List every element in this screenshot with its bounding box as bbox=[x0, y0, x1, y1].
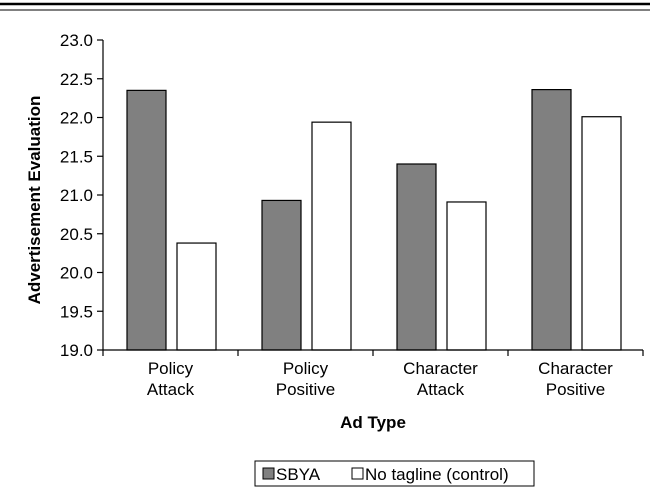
x-ticks-group: Policy Attack Policy Positive Character Attac… bbox=[102, 350, 644, 399]
bar-sbya-1 bbox=[261, 199, 302, 351]
y-tick-label: 21.5 bbox=[60, 147, 93, 166]
x-tick-label: Attack bbox=[417, 380, 465, 399]
x-axis-title: Ad Type bbox=[340, 413, 406, 432]
bar-sbya-0 bbox=[126, 89, 167, 351]
x-tick-label: Character bbox=[538, 359, 613, 378]
x-tick-label: Attack bbox=[147, 380, 195, 399]
bar-sbya-3 bbox=[531, 88, 572, 351]
x-tick-label: Policy bbox=[148, 359, 194, 378]
y-axis-title: Advertisement Evaluation bbox=[25, 96, 44, 305]
bar-no-tagline-control--3 bbox=[581, 116, 622, 351]
y-tick-label: 19.5 bbox=[60, 302, 93, 321]
legend-swatch-sbya bbox=[262, 467, 275, 480]
x-tick-label: Policy bbox=[283, 359, 329, 378]
y-tick-label: 19.0 bbox=[60, 341, 93, 360]
legend-label-control: No tagline (control) bbox=[365, 465, 509, 484]
legend-swatch-control bbox=[351, 467, 364, 480]
y-tick-label: 21.0 bbox=[60, 186, 93, 205]
bar-no-tagline-control--1 bbox=[311, 121, 352, 351]
x-tick-label: Positive bbox=[546, 380, 606, 399]
x-tick-label: Positive bbox=[276, 380, 336, 399]
y-tick-label: 20.5 bbox=[60, 225, 93, 244]
y-tick-label: 22.0 bbox=[60, 109, 93, 128]
x-tick-label: Character bbox=[403, 359, 478, 378]
bar-no-tagline-control--2 bbox=[446, 201, 487, 351]
bar-no-tagline-control--0 bbox=[176, 242, 217, 351]
legend-box bbox=[254, 460, 535, 487]
y-ticks-group: 19.0 19.5 20.0 20.5 21.0 21.5 22.0 22.5 23.0 bbox=[60, 31, 103, 360]
legend: SBYA No tagline (control) bbox=[254, 460, 535, 487]
bar-sbya-2 bbox=[396, 163, 437, 351]
legend-label-sbya: SBYA bbox=[276, 465, 321, 484]
y-tick-label: 22.5 bbox=[60, 70, 93, 89]
y-tick-label: 23.0 bbox=[60, 31, 93, 50]
bars-group bbox=[126, 88, 622, 351]
y-tick-label: 20.0 bbox=[60, 264, 93, 283]
